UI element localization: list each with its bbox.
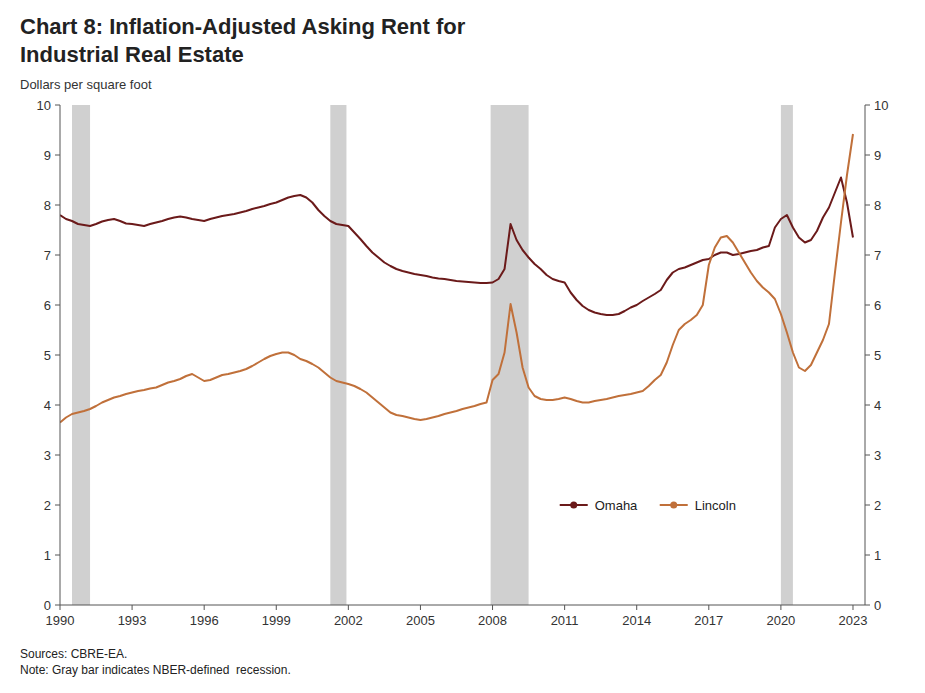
series-line (60, 134, 853, 423)
shaded-period (491, 105, 529, 605)
x-tick-label: 1990 (46, 613, 75, 628)
shaded-period (72, 105, 90, 605)
y-tick-label: 6 (44, 298, 51, 313)
y2-tick-label: 10 (874, 98, 888, 113)
x-tick (420, 605, 421, 610)
x-tick-label: 1999 (262, 613, 291, 628)
x-tick-label: 2023 (839, 613, 868, 628)
y2-tick-label: 3 (874, 448, 881, 463)
y-tick-label: 10 (37, 98, 51, 113)
title: Industrial Real Estate (20, 42, 244, 67)
x-tick (132, 605, 133, 610)
x-tick (276, 605, 277, 610)
y-tick (55, 555, 60, 556)
y-tick-label: 7 (44, 248, 51, 263)
legend-label: Lincoln (695, 498, 736, 513)
y2-tick (865, 155, 870, 156)
y2-tick (865, 505, 870, 506)
y-tick (55, 255, 60, 256)
y-axis-label: Dollars per square foot (20, 77, 152, 92)
legend-item: Lincoln (660, 498, 736, 513)
y2-tick (865, 355, 870, 356)
y2-tick-label: 9 (874, 148, 881, 163)
y2-tick (865, 405, 870, 406)
y2-tick-label: 1 (874, 548, 881, 563)
y2-tick (865, 555, 870, 556)
y-tick-label: 1 (44, 548, 51, 563)
y2-tick (865, 105, 870, 106)
legend-marker (570, 502, 577, 509)
x-tick (780, 605, 781, 610)
y2-tick (865, 255, 870, 256)
x-tick (492, 605, 493, 610)
y2-tick-label: 0 (874, 598, 881, 613)
y-tick-label: 0 (44, 598, 51, 613)
x-tick (348, 605, 349, 610)
y-tick (55, 605, 60, 606)
y-tick (55, 105, 60, 106)
y2-tick (865, 605, 870, 606)
x-tick (636, 605, 637, 610)
y-tick (55, 355, 60, 356)
legend-item: Omaha (560, 498, 638, 513)
x-tick (60, 605, 61, 610)
x-tick-label: 2017 (694, 613, 723, 628)
y-tick (55, 155, 60, 156)
x-tick (204, 605, 205, 610)
shaded-period (330, 105, 346, 605)
chart: Chart 8: Inflation-Adjusted Asking Rent … (0, 0, 925, 693)
x-tick-label: 1993 (118, 613, 147, 628)
x-tick (852, 605, 853, 610)
source-note: Note: Gray bar indicates NBER-defined re… (20, 663, 291, 677)
y-tick-label: 9 (44, 148, 51, 163)
x-tick (708, 605, 709, 610)
y2-tick-label: 5 (874, 348, 881, 363)
y-tick (55, 205, 60, 206)
title: Chart 8: Inflation-Adjusted Asking Rent … (20, 14, 466, 39)
title-group: Chart 8: Inflation-Adjusted Asking Rent … (20, 14, 466, 67)
y-tick (55, 455, 60, 456)
y2-tick-label: 8 (874, 198, 881, 213)
x-tick-label: 2014 (622, 613, 651, 628)
y2-tick-label: 4 (874, 398, 881, 413)
x-tick-label: 2020 (766, 613, 795, 628)
x-tick-label: 2008 (478, 613, 507, 628)
x-tick-label: 2005 (406, 613, 435, 628)
y-tick-label: 5 (44, 348, 51, 363)
x-tick (564, 605, 565, 610)
y-tick-label: 8 (44, 198, 51, 213)
x-axis-line (60, 605, 865, 606)
y2-tick-label: 6 (874, 298, 881, 313)
shaded-period (781, 105, 793, 605)
y-tick (55, 305, 60, 306)
legend: Omaha Lincoln (560, 498, 736, 513)
x-tick-label: 2002 (334, 613, 363, 628)
y2-tick-label: 7 (874, 248, 881, 263)
y-tick (55, 405, 60, 406)
source-note: Sources: CBRE-EA. (20, 647, 127, 661)
legend-marker (670, 502, 677, 509)
source-group: Sources: CBRE-EA. Note: Gray bar indicate… (20, 647, 291, 677)
y2-tick (865, 305, 870, 306)
x-tick-label: 1996 (190, 613, 219, 628)
y2-tick (865, 205, 870, 206)
y-tick-label: 2 (44, 498, 51, 513)
y-tick-label: 3 (44, 448, 51, 463)
plot-area (60, 105, 853, 605)
legend-label: Omaha (595, 498, 638, 513)
axes: 1990199319961999200220052008201120142017… (37, 98, 889, 629)
y-tick (55, 505, 60, 506)
y2-tick (865, 455, 870, 456)
y2-tick-label: 2 (874, 498, 881, 513)
x-tick-label: 2011 (551, 613, 579, 628)
y-tick-label: 4 (44, 398, 51, 413)
